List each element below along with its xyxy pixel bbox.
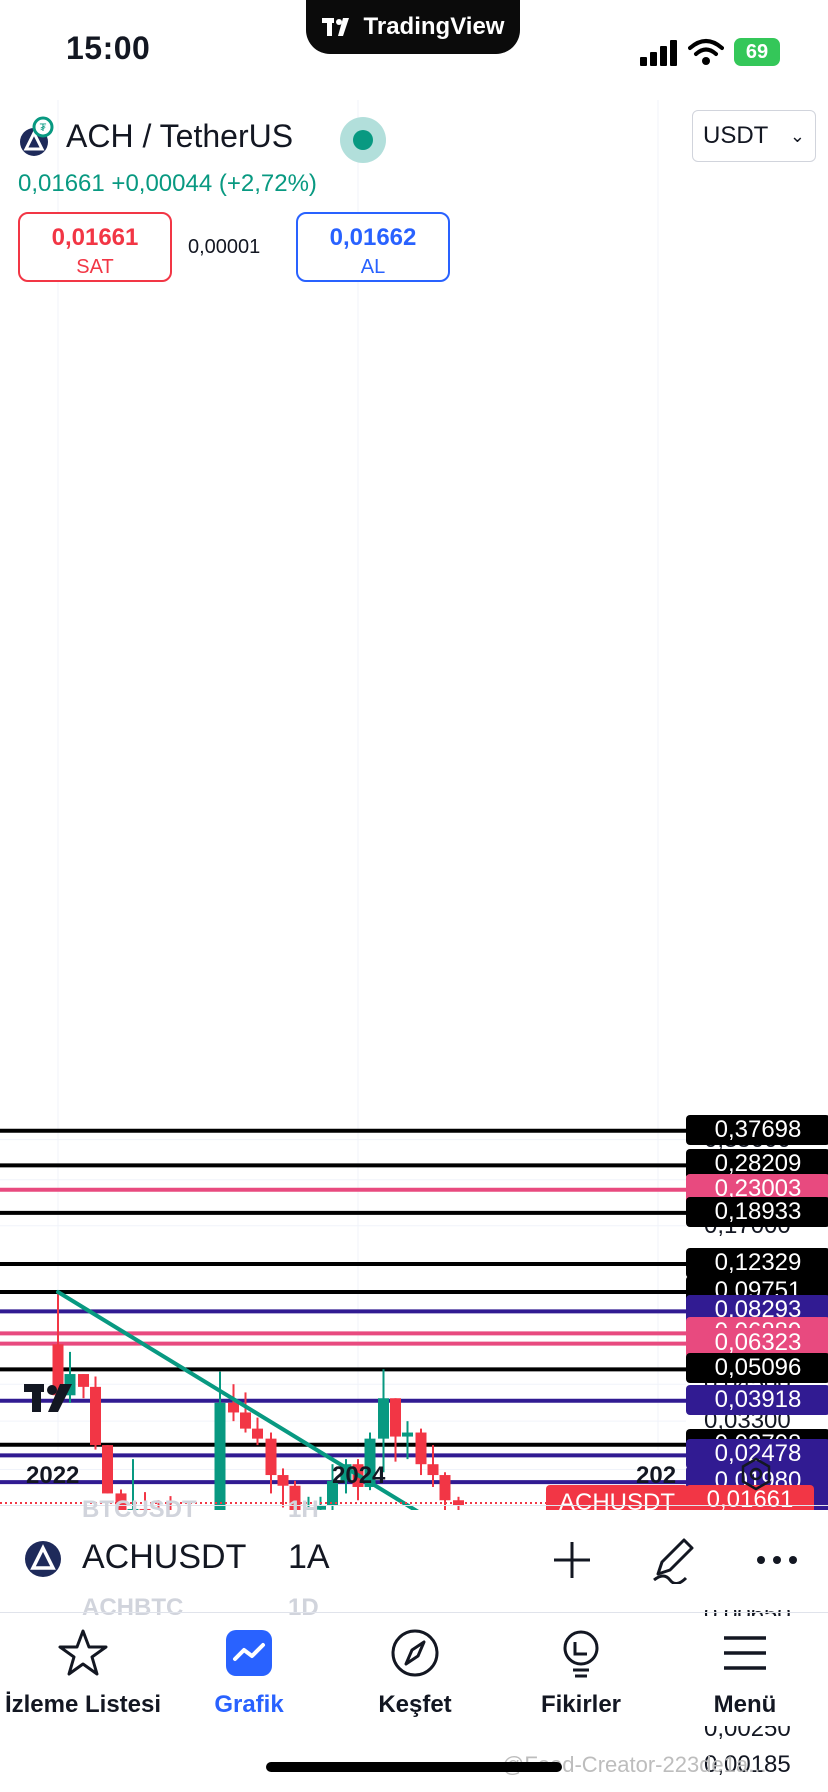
candle-body	[453, 1500, 464, 1506]
symbol-bar[interactable]: BTCUSDT 1H ACHBTC 1D ACHUSDT 1A	[0, 1496, 828, 1621]
current-price-value: 0,01661	[706, 1486, 794, 1513]
market-open-indicator	[340, 117, 386, 163]
svg-text:₮: ₮	[40, 122, 47, 134]
candle-body	[402, 1432, 413, 1437]
time-label: 2024	[332, 1462, 386, 1489]
buy-price: 0,01662	[329, 224, 417, 251]
nav-menu[interactable]: Menü	[662, 1616, 828, 1719]
time-label: 202	[636, 1462, 677, 1489]
ghost-symbol: BTCUSDT	[82, 1496, 197, 1523]
price-change: 0,01661 +0,00044 (+2,72%)	[18, 170, 317, 197]
settings-hexagon-icon[interactable]	[738, 1456, 774, 1492]
status-time: 15:00	[66, 30, 151, 66]
price-level-tag: 0,18933	[686, 1196, 828, 1227]
candle-body	[240, 1412, 251, 1429]
candle-body	[252, 1428, 263, 1439]
nav-label: İzleme Listesi	[4, 1691, 162, 1718]
drawing-pen-icon[interactable]	[650, 1534, 698, 1584]
candle-body	[327, 1480, 338, 1506]
price-level-tag: 0,05096	[686, 1353, 828, 1384]
candle-body	[90, 1386, 101, 1446]
currency-select-value: USDT	[703, 122, 769, 149]
price-level-tag: 0,06323	[686, 1327, 828, 1358]
candle-body	[439, 1475, 451, 1501]
candle-body	[214, 1402, 226, 1520]
app-pill: TradingView	[306, 0, 520, 54]
battery-icon: 69	[734, 38, 780, 66]
nav-ideas[interactable]: Fikirler	[498, 1616, 664, 1719]
price-level-tag: 0,37698	[686, 1114, 828, 1145]
symbol-name[interactable]: ACHUSDT	[82, 1538, 247, 1576]
price-chart[interactable]	[0, 100, 828, 1520]
sell-button[interactable]: 0,01661 SAT	[18, 212, 172, 282]
divider	[0, 1505, 828, 1506]
currency-select[interactable]: USDT ⌄	[692, 110, 816, 162]
symbol-title[interactable]: ACH / TetherUS	[66, 118, 294, 154]
candle-body	[78, 1374, 89, 1387]
price-level-tag: 0,02478	[686, 1439, 828, 1470]
lightbulb-icon	[563, 1630, 599, 1678]
candle-body	[427, 1464, 439, 1476]
add-icon[interactable]	[552, 1540, 592, 1580]
candle-body	[228, 1402, 239, 1413]
signal-icon	[640, 40, 677, 66]
ghost-interval: 1H	[288, 1496, 319, 1523]
more-icon[interactable]	[756, 1554, 798, 1566]
buy-button[interactable]: 0,01662 AL	[296, 212, 450, 282]
nav-label: Menü	[713, 1691, 777, 1718]
compass-icon	[391, 1629, 439, 1677]
candle-body	[390, 1398, 401, 1437]
sell-price: 0,01661	[51, 224, 139, 251]
price-level-tag: 0,03918	[686, 1384, 828, 1415]
exchange-badge-icon: ₮	[32, 116, 54, 138]
sell-label: SAT	[76, 256, 114, 278]
spread-value: 0,00001	[188, 236, 261, 258]
candle-body	[115, 1493, 127, 1520]
candle-body	[102, 1445, 113, 1494]
time-axis[interactable]: 2022 2024 202	[0, 1452, 690, 1500]
candle-body	[364, 1438, 376, 1487]
chart-icon	[226, 1630, 272, 1676]
wifi-icon	[688, 39, 724, 65]
candle-body	[315, 1505, 326, 1510]
nav-chart[interactable]: Grafik	[166, 1616, 332, 1719]
nav-explore[interactable]: Keşfet	[332, 1616, 498, 1719]
ach-coin-icon	[25, 1541, 61, 1577]
candle-body	[52, 1344, 64, 1396]
app-pill-label: TradingView	[363, 13, 505, 40]
buy-label: AL	[360, 256, 386, 278]
price-level-tag: 0,12329	[686, 1248, 828, 1279]
trendline	[56, 1290, 436, 1520]
nav-label: Fikirler	[540, 1691, 622, 1718]
battery-level: 69	[745, 40, 769, 63]
candle-body	[340, 1464, 352, 1481]
divider	[0, 1612, 828, 1613]
hamburger-icon	[724, 1636, 766, 1670]
candle-body	[415, 1432, 427, 1465]
candle-body	[378, 1398, 389, 1439]
nav-watchlist[interactable]: İzleme Listesi	[0, 1616, 166, 1719]
tradingview-chart-logo	[24, 1384, 72, 1412]
nav-label: Grafik	[214, 1691, 284, 1718]
candle-body	[265, 1438, 277, 1476]
bottom-navigation: İzleme Listesi Grafik Keşfet Fikirler Me…	[0, 1616, 828, 1726]
home-indicator[interactable]	[266, 1762, 562, 1772]
nav-label: Keşfet	[378, 1691, 452, 1718]
chevron-down-icon: ⌄	[789, 125, 805, 146]
tradingview-logo-icon	[321, 18, 349, 36]
price-scale-label: 0,00185	[704, 1750, 791, 1778]
candle-body	[277, 1475, 289, 1486]
interval-button[interactable]: 1A	[288, 1538, 330, 1576]
time-label: 2022	[26, 1462, 80, 1489]
star-icon	[58, 1629, 108, 1676]
